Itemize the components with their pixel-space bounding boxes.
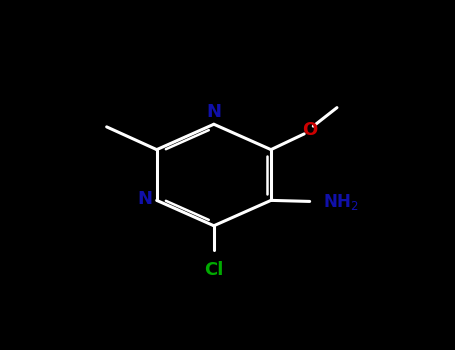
Text: NH$_2$: NH$_2$ xyxy=(324,192,359,212)
Text: O: O xyxy=(302,121,317,139)
Text: Cl: Cl xyxy=(204,261,223,279)
Text: N: N xyxy=(207,104,221,121)
Text: N: N xyxy=(137,190,152,208)
